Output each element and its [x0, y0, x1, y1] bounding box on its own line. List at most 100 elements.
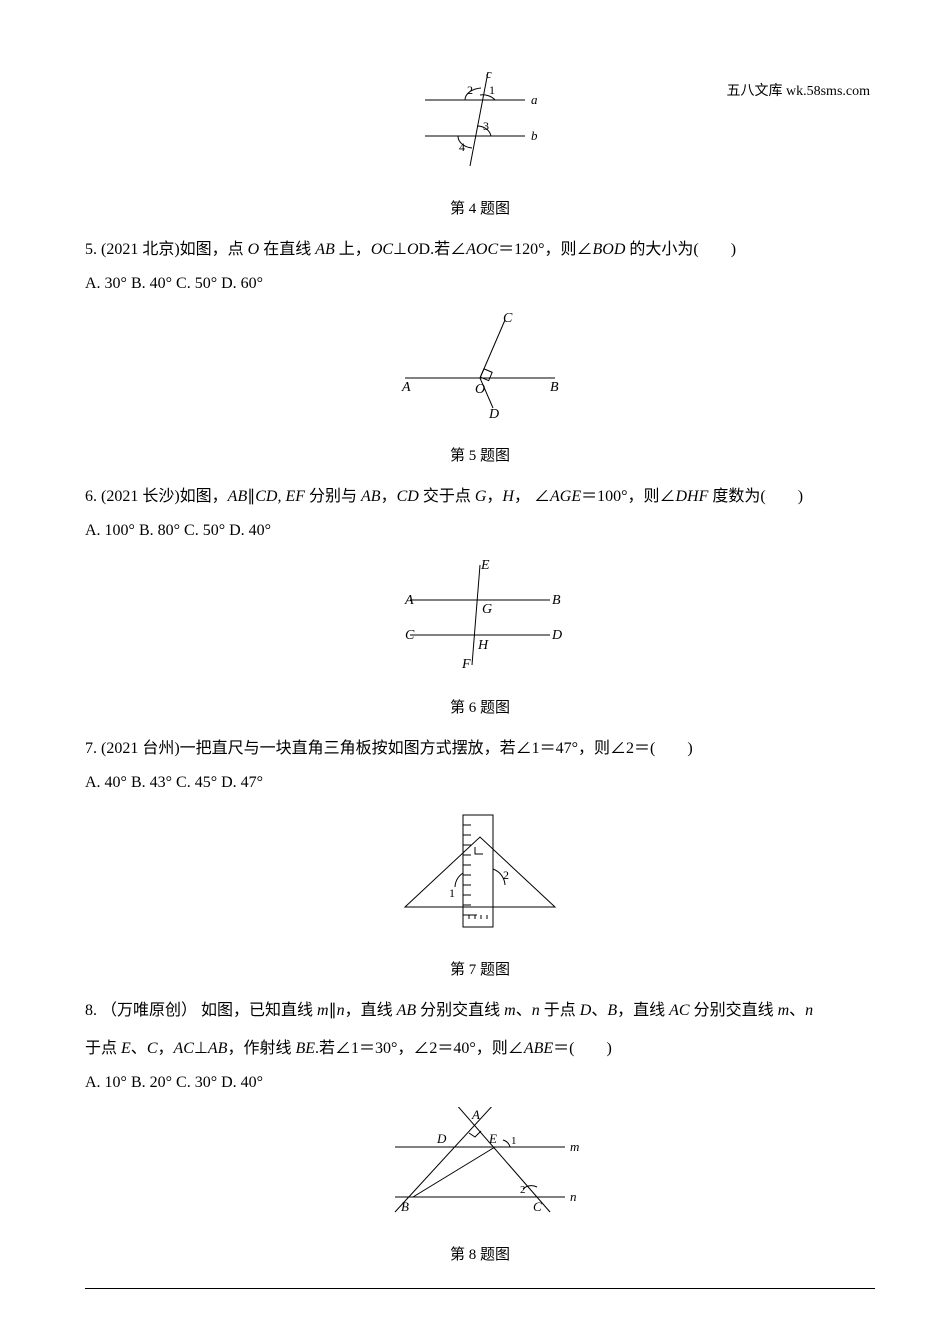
figure-8: A D E B C m n 1 2 — [85, 1107, 875, 1234]
q6-m3: ， — [381, 488, 397, 505]
q6-CD2: CD — [397, 488, 419, 505]
q8-AC2: AC — [174, 1040, 194, 1057]
fig8-C: C — [533, 1199, 542, 1214]
fig6-F: F — [461, 657, 471, 672]
q6-AGE: AGE — [550, 488, 581, 505]
fig4-label-3: 3 — [483, 119, 489, 133]
question-8-options: A. 10° B. 20° C. 30° D. 40° — [85, 1067, 875, 1099]
q6-AB2: AB — [361, 488, 381, 505]
q8-m3: 分别交直线 — [416, 1002, 504, 1019]
q5-BOD: BOD — [593, 241, 626, 258]
q8-m1: ∥ — [329, 1002, 337, 1019]
fig8-E: E — [488, 1131, 497, 1146]
fig6-G: G — [482, 602, 492, 617]
footer-rule — [85, 1288, 875, 1289]
q8-C: C — [147, 1040, 158, 1057]
q8-n: n — [337, 1002, 345, 1019]
q8-l2m5: .若∠1＝30°，∠2＝40°，则∠ — [315, 1040, 524, 1057]
q8-m3rd: m — [778, 1002, 790, 1019]
fig8-B: B — [401, 1199, 409, 1214]
fig6-H: H — [477, 638, 489, 653]
q8-AB: AB — [397, 1002, 417, 1019]
q5-m1: 在直线 — [259, 241, 315, 258]
q6-H: H — [502, 488, 514, 505]
q8-l2m6: ＝( ) — [553, 1040, 612, 1057]
fig4-label-2: 2 — [467, 83, 473, 97]
q8-m: m — [317, 1002, 329, 1019]
question-6-options: A. 100° B. 80° C. 50° D. 40° — [85, 515, 875, 547]
figure-6: A B C D E F G H — [85, 555, 875, 687]
q5-OD: O — [407, 241, 419, 258]
q5-m4: D.若∠ — [419, 241, 467, 258]
fig6-A: A — [404, 593, 414, 608]
q5-m2: 上， — [335, 241, 371, 258]
q6-m5: ， — [486, 488, 502, 505]
q8-m6: 、 — [591, 1002, 607, 1019]
fig4-label-1: 1 — [489, 83, 495, 97]
q8-prefix: 8. （万唯原创） 如图，已知直线 — [85, 1002, 317, 1019]
fig4-label-a: a — [531, 92, 538, 107]
q8-ABE: ABE — [524, 1040, 553, 1057]
question-5: 5. (2021 北京)如图，点 O 在直线 AB 上，OC⊥OD.若∠AOC＝… — [85, 234, 875, 266]
fig6-D: D — [551, 628, 562, 643]
question-5-options: A. 30° B. 40° C. 50° D. 60° — [85, 268, 875, 300]
q8-m4: 、 — [516, 1002, 532, 1019]
fig4-label-b: b — [531, 128, 538, 143]
fig5-D: D — [488, 407, 499, 422]
fig8-2: 2 — [520, 1184, 526, 1196]
q5-O: O — [248, 241, 260, 258]
fig4-label-4: 4 — [459, 140, 465, 154]
figure-4-caption: 第 4 题图 — [85, 194, 875, 224]
question-8-line1: 8. （万唯原创） 如图，已知直线 m∥n，直线 AB 分别交直线 m、n 于点… — [85, 995, 875, 1027]
fig5-C: C — [503, 311, 513, 326]
q8-E: E — [121, 1040, 131, 1057]
header-site: 五八文库 wk.58sms.com — [727, 78, 871, 106]
figure-5: A O B C D — [85, 308, 875, 435]
question-7-options: A. 40° B. 43° C. 45° D. 47° — [85, 767, 875, 799]
q6-prefix: 6. (2021 长沙)如图， — [85, 488, 228, 505]
q6-CD: CD, EF — [255, 488, 305, 505]
q8-n3rd: n — [805, 1002, 813, 1019]
fig6-E: E — [480, 558, 490, 573]
fig5-O: O — [475, 382, 485, 397]
q8-m5: 于点 — [540, 1002, 580, 1019]
q8-l2p: 于点 — [85, 1040, 121, 1057]
q5-m3: ⊥ — [393, 241, 407, 258]
q8-m7: ，直线 — [617, 1002, 669, 1019]
q8-BE: BE — [295, 1040, 315, 1057]
q8-B: B — [607, 1002, 617, 1019]
fig7-2: 2 — [503, 868, 509, 882]
question-6: 6. (2021 长沙)如图，AB∥CD, EF 分别与 AB，CD 交于点 G… — [85, 481, 875, 513]
q5-m6: 的大小为( ) — [625, 241, 736, 258]
q6-AB: AB — [228, 488, 248, 505]
question-8-line2: 于点 E、C，AC⊥AB，作射线 BE.若∠1＝30°，∠2＝40°，则∠ABE… — [85, 1033, 875, 1065]
q5-prefix: 5. (2021 北京)如图，点 — [85, 241, 248, 258]
q8-AB2: AB — [208, 1040, 228, 1057]
fig8-1: 1 — [511, 1135, 517, 1147]
q5-OC: OC — [371, 241, 393, 258]
q5-AB: AB — [315, 241, 335, 258]
q8-l2m2: ， — [157, 1040, 173, 1057]
q8-l2m3: ⊥ — [194, 1040, 208, 1057]
q8-m2: ，直线 — [345, 1002, 397, 1019]
fig6-B: B — [552, 593, 561, 608]
q8-l2m1: 、 — [131, 1040, 147, 1057]
fig8-D: D — [436, 1131, 447, 1146]
fig7-1: 1 — [449, 886, 455, 900]
fig8-n: n — [570, 1189, 577, 1204]
question-7: 7. (2021 台州)一把直尺与一块直角三角板按如图方式摆放，若∠1＝47°，… — [85, 733, 875, 765]
q6-G: G — [475, 488, 487, 505]
q8-m2nd: m — [504, 1002, 516, 1019]
fig5-A: A — [401, 380, 411, 395]
figure-6-caption: 第 6 题图 — [85, 693, 875, 723]
q5-m5: ＝120°，则∠ — [498, 241, 592, 258]
q8-m9: 、 — [789, 1002, 805, 1019]
figure-5-caption: 第 5 题图 — [85, 441, 875, 471]
q6-m2: 分别与 — [305, 488, 361, 505]
q8-AC: AC — [669, 1002, 689, 1019]
fig6-C: C — [405, 628, 415, 643]
figure-7-caption: 第 7 题图 — [85, 955, 875, 985]
q8-n2nd: n — [532, 1002, 540, 1019]
q6-m6: ， ∠ — [514, 488, 550, 505]
q8-m8: 分别交直线 — [690, 1002, 778, 1019]
